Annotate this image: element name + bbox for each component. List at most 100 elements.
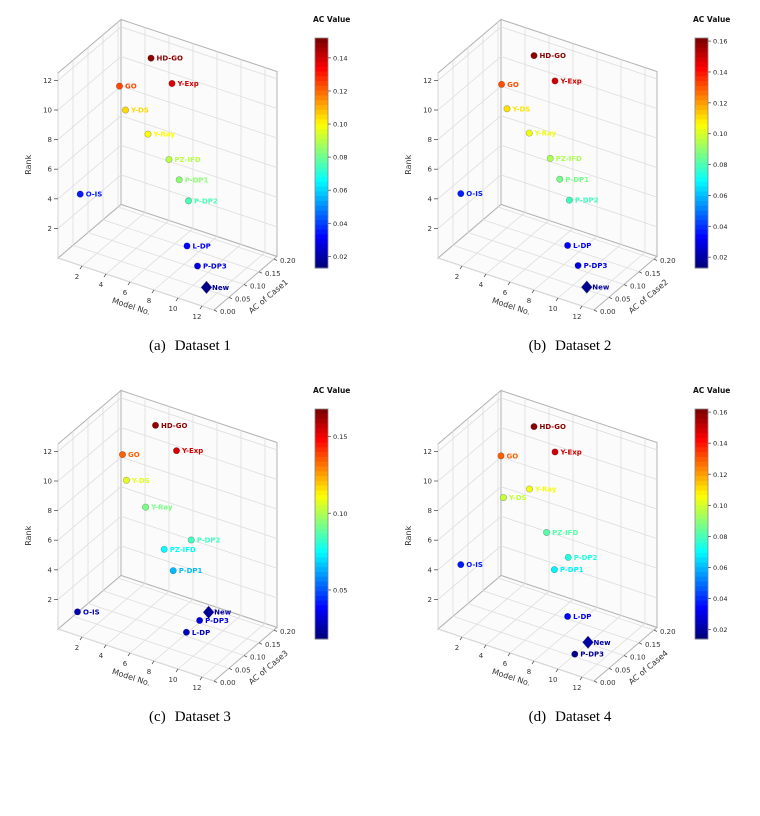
data-point-p-dp2: P-DP2 [565, 197, 599, 205]
circle-marker [173, 447, 181, 455]
data-point-hd-go: HD-GO [530, 423, 566, 431]
z-axis-title: Rank [24, 154, 33, 174]
data-point-p-dp2: P-DP2 [185, 197, 218, 205]
colorbar-tick-label: 0.08 [333, 154, 347, 162]
circle-marker [457, 561, 465, 569]
circle-marker [147, 54, 155, 62]
rank-tick-label: 10 [43, 478, 52, 486]
circle-marker [564, 241, 572, 249]
colorbar-tick-label: 0.15 [333, 433, 347, 441]
circle-marker [152, 421, 160, 429]
point-label: P-DP1 [185, 176, 209, 184]
circle-marker [168, 80, 176, 88]
ac-tick-label: 0.15 [645, 270, 661, 278]
back-wall-panel [500, 389, 658, 629]
circle-marker [183, 242, 191, 250]
colorbar-title: AC Value [693, 15, 730, 24]
model-tick-label: 4 [99, 652, 104, 660]
circle-marker [182, 628, 190, 636]
point-label: HD-GO [157, 55, 183, 63]
point-label: Y-Ray [534, 130, 557, 138]
data-point-pz-ifd: PZ-IFD [160, 545, 196, 554]
colorbar-frame [314, 408, 329, 640]
point-label: P-DP1 [179, 567, 203, 575]
rank-tick-label: 10 [43, 107, 52, 115]
x-axis-title: Model No. [491, 296, 532, 317]
ac-tick-label: 0.05 [615, 295, 631, 303]
circle-marker [571, 650, 579, 658]
point-label: L-DP [192, 629, 210, 637]
diamond-marker [582, 635, 594, 649]
model-tick-label: 2 [75, 644, 79, 652]
circle-marker [526, 485, 534, 493]
colorbar-title: AC Value [313, 386, 350, 395]
rank-tick-label: 2 [48, 596, 52, 604]
point-label: Y-Exp [177, 80, 199, 88]
caption-b-tag: (b) [528, 338, 547, 354]
point-label: Y-Ray [534, 486, 557, 494]
rank-tick-label: 4 [428, 195, 433, 203]
colorbar-tick-label: 0.06 [713, 192, 727, 200]
point-label: P-DP2 [194, 197, 218, 205]
circle-marker [546, 154, 554, 162]
axis-ticks [54, 80, 278, 312]
axis-ticks [434, 80, 658, 312]
model-tick-label: 8 [147, 297, 151, 305]
colorbar-a: AC Value 0.02 0.04 0.06 0.08 0.10 0.12 0.14 [313, 15, 350, 269]
model-tick-label: 4 [99, 281, 104, 289]
grid-lines [437, 22, 658, 311]
rank-tick-label: 6 [428, 537, 433, 545]
data-point-l-dp: L-DP [564, 242, 591, 250]
model-tick-label: 6 [123, 289, 128, 297]
point-label: HD-GO [161, 422, 187, 430]
point-label: O-IS [83, 608, 100, 616]
circle-marker [551, 77, 559, 85]
rank-tick-label: 4 [48, 195, 53, 203]
data-point-y-exp: Y-Exp [551, 448, 582, 456]
point-label: HD-GO [540, 52, 566, 60]
point-label: New [592, 284, 610, 292]
model-tick-label: 6 [503, 660, 508, 668]
circle-marker [116, 82, 124, 90]
point-label: P-DP3 [580, 651, 604, 659]
data-point-p-dp1: P-DP1 [169, 567, 203, 575]
x-axis-title: Model No. [111, 296, 152, 317]
subplot-a-panel: 2 4 6 8 10 12 0.00 0.05 0.10 0.15 0.20 2 4 6 8 10 12 Mode… [8, 8, 372, 330]
data-point-go: GO [119, 451, 140, 459]
colorbar-tick-label: 0.12 [713, 471, 727, 479]
scatter3d-plot-c: 2 4 6 8 10 12 0.00 0.05 0.10 0.15 0.20 2 4 6 8 10 12 Mode… [24, 389, 296, 692]
scatter3d-plot-d: 2 4 6 8 10 12 0.00 0.05 0.10 0.15 0.20 2 4 6 8 10 12 Mode… [404, 389, 676, 692]
ac-tick-label: 0.05 [615, 666, 631, 674]
circle-marker [185, 197, 193, 205]
caption-a: (a) Dataset 1 [149, 338, 231, 355]
rank-tick-label: 2 [428, 225, 432, 233]
point-label: O-IS [466, 561, 483, 569]
ac-tick-label: 0.00 [220, 308, 236, 316]
caption-c: (c) Dataset 3 [149, 709, 231, 726]
colorbar-tick-label: 0.06 [713, 564, 727, 572]
point-label: L-DP [573, 242, 591, 250]
data-point-go: GO [116, 82, 137, 91]
subplot-c-panel: 2 4 6 8 10 12 0.00 0.05 0.10 0.15 0.20 2 4 6 8 10 12 Mode… [8, 379, 372, 701]
circle-marker [144, 130, 152, 138]
colorbar-title: AC Value [693, 386, 730, 395]
caption-b-text: Dataset 2 [555, 338, 612, 354]
rank-tick-label: 4 [428, 566, 433, 574]
data-point-o-is: O-IS [74, 608, 100, 616]
point-label: P-DP3 [205, 617, 229, 625]
rank-tick-label: 8 [428, 136, 432, 144]
point-label: Y-DS [130, 107, 149, 115]
point-label: O-IS [86, 191, 103, 199]
axis-ticks [54, 451, 278, 683]
point-label: P-DP2 [575, 197, 599, 205]
data-point-pz-ifd: PZ-IFD [165, 156, 201, 164]
data-point-y-ray: Y-Ray [526, 486, 557, 494]
scatter3d-plot-b: 2 4 6 8 10 12 0.00 0.05 0.10 0.15 0.20 2 4 6 8 10 12 Mode… [404, 18, 676, 321]
point-label: HD-GO [540, 423, 566, 431]
point-label: Y-Exp [560, 448, 582, 456]
model-tick-label: 4 [479, 281, 484, 289]
circle-marker [457, 190, 465, 198]
data-point-y-ds: Y-DS [503, 105, 530, 113]
data-point-y-ds: Y-DS [499, 494, 527, 502]
